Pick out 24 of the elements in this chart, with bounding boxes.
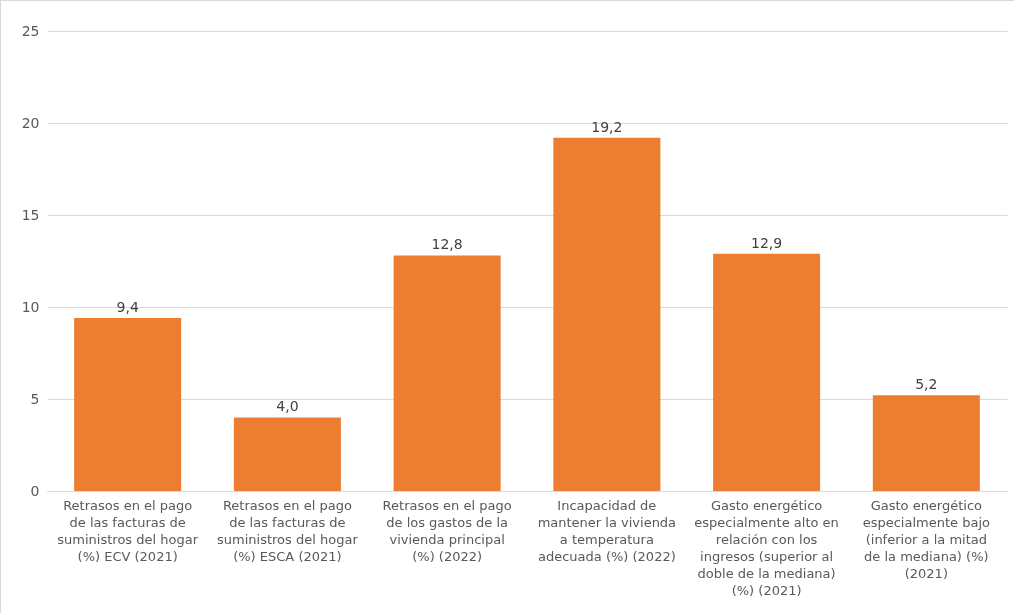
x-tick-label: Retrasos en el pago de las facturas de suministros del hogar (%) ECV (2021) (57, 497, 199, 564)
bar (713, 253, 821, 491)
x-tick-label: Gasto energético especialmente bajo (inferior a la mitad de la mediana) (%) (2021) (862, 497, 991, 581)
bar (872, 395, 980, 491)
data-label: 4,0 (276, 398, 299, 415)
y-tick-label: 5 (30, 390, 40, 407)
x-tick-label: Incapacidad de mantener la vivienda a temperatura adecuada (%) (2022) (537, 497, 677, 564)
data-label: 19,2 (591, 118, 623, 135)
bar (74, 318, 182, 491)
bar (233, 417, 341, 491)
x-tick-label: Retrasos en el pago de las facturas de suministros del hogar (%) ESCA (2021) (217, 497, 359, 564)
bar (393, 255, 501, 491)
y-tick-label: 10 (21, 298, 40, 315)
y-tick-label: 20 (21, 114, 40, 131)
data-label: 12,9 (751, 234, 783, 251)
y-tick-label: 0 (30, 482, 40, 499)
data-label: 12,8 (431, 236, 463, 253)
y-tick-label: 15 (21, 206, 40, 223)
y-tick-label: 25 (21, 22, 40, 39)
data-label: 9,4 (116, 299, 139, 316)
data-label: 5,2 (915, 376, 938, 393)
x-tick-label: Gasto energético especialmente alto en relación con los ingresos (superior al doble de la mediana) (%) (2021) (694, 497, 839, 598)
bar (553, 137, 661, 491)
x-tick-label: Retrasos en el pago de los gastos de la vivienda principal (%) (2022) (382, 497, 512, 564)
